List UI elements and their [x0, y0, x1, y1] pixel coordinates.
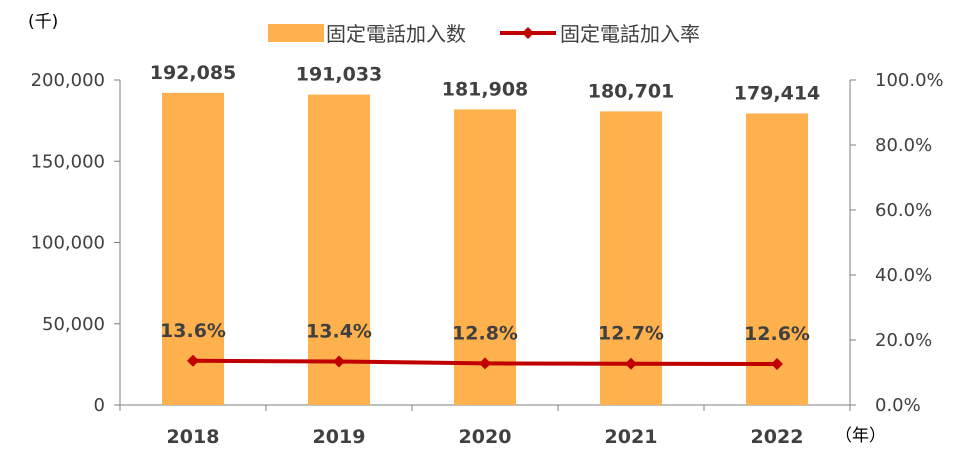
y-right-tick-label: 40.0%: [875, 265, 932, 286]
y-left-tick-label: 200,000: [31, 70, 105, 91]
bar-value-label: 180,701: [588, 80, 675, 102]
legend-bar-label: 固定電話加入数: [326, 22, 466, 46]
legend-bar-swatch: [268, 24, 324, 42]
y-right-tick-label: 100.0%: [875, 70, 944, 91]
bar-value-label: 191,033: [296, 64, 383, 86]
y-left-unit-label: (千): [28, 12, 58, 32]
rate-point-marker: [479, 357, 491, 370]
bar: [454, 109, 516, 405]
y-right-tick-label: 60.0%: [875, 200, 932, 221]
x-tick-label: 2018: [167, 426, 220, 448]
bar-value-label: 192,085: [150, 62, 237, 84]
y-right-tick-label: 20.0%: [875, 330, 932, 351]
y-left-tick-label: 0: [94, 395, 105, 416]
bar-value-label: 179,414: [734, 82, 821, 104]
x-tick-label: 2020: [459, 426, 512, 448]
rate-value-label: 12.8%: [452, 322, 518, 344]
rate-line: [187, 354, 783, 371]
bar: [162, 92, 224, 405]
legend: 固定電話加入数 固定電話加入率: [268, 22, 700, 46]
bars: [162, 92, 808, 406]
rate-point-marker: [625, 357, 637, 370]
rate-value-label: 12.6%: [744, 323, 810, 345]
legend-line-label: 固定電話加入率: [560, 22, 700, 46]
tick-labels: 0 50,000 100,000 150,000 200,000 0.0% 20.0% 40.…: [31, 70, 944, 448]
rate-point-marker: [333, 355, 345, 368]
y-right-tick-label: 80.0%: [875, 135, 932, 156]
x-unit-label: （年）: [835, 426, 886, 446]
bar-value-label: 181,908: [442, 78, 529, 100]
y-right-tick-label: 0.0%: [875, 395, 921, 416]
y-left-tick-label: 100,000: [31, 233, 105, 254]
x-tick-label: 2021: [605, 426, 658, 448]
x-tick-label: 2019: [313, 426, 366, 448]
x-tick-label: 2022: [751, 426, 804, 448]
y-left-tick-label: 50,000: [42, 314, 105, 335]
y-left-tick-label: 150,000: [31, 151, 105, 172]
bar: [746, 113, 808, 406]
rate-point-marker: [771, 358, 783, 371]
rate-value-label: 13.6%: [160, 320, 226, 342]
rate-value-label: 13.4%: [306, 320, 372, 342]
bar-labels: 192,085 191,033 181,908 180,701 179,414: [150, 62, 821, 105]
bar: [600, 111, 662, 406]
bar: [308, 94, 370, 405]
rate-labels: 13.6% 13.4% 12.8% 12.7% 12.6%: [160, 320, 810, 345]
rate-point-marker: [187, 354, 199, 367]
legend-line-marker: [522, 27, 534, 39]
rate-value-label: 12.7%: [598, 323, 664, 345]
